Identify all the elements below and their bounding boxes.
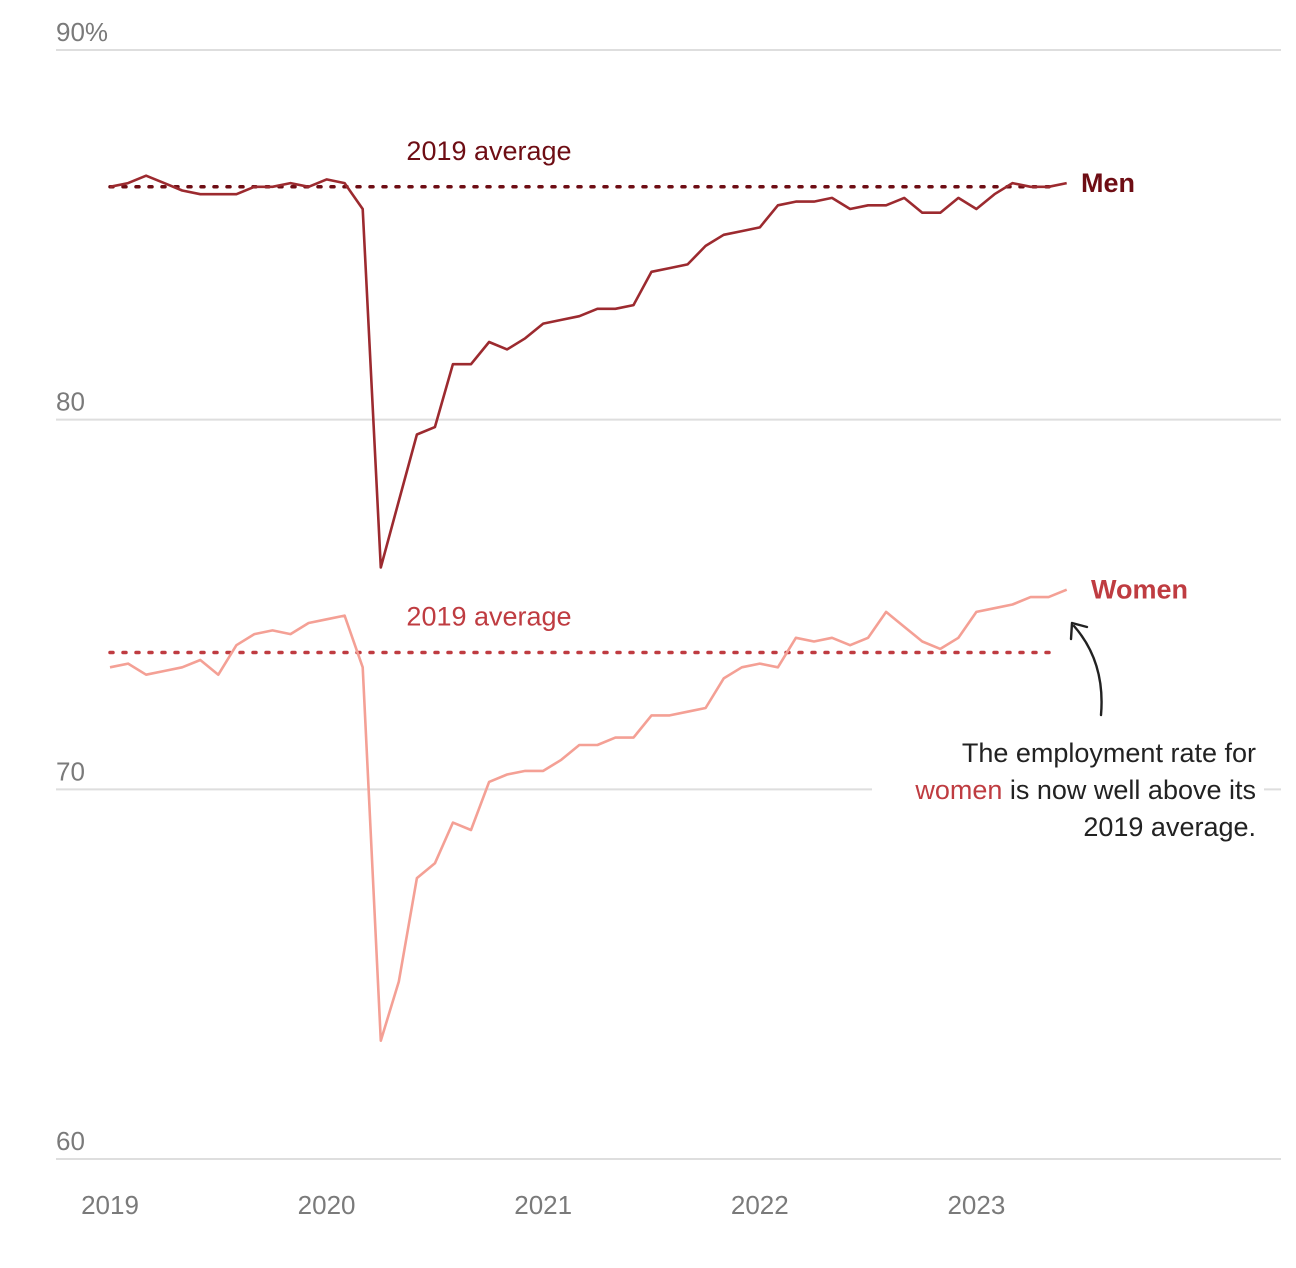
annotation-arrowhead (1069, 621, 1089, 641)
annotation-arrow (1072, 624, 1103, 717)
x-tick-label: 2022 (731, 1190, 789, 1220)
y-tick-label: 70 (56, 756, 85, 786)
men-series-label: Men (1081, 168, 1135, 198)
y-axis-ticks: 90% 80 70 60 (56, 17, 108, 1156)
annotation-text-segment: women (914, 775, 1002, 805)
annotation-text-segment: is now well above its (1002, 775, 1256, 805)
series-labels: Men Women (1081, 168, 1188, 605)
x-tick-label: 2021 (514, 1190, 572, 1220)
annotation-text-line: 2019 average. (1083, 812, 1256, 842)
x-tick-label: 2020 (298, 1190, 356, 1220)
men-average-label: 2019 average (406, 136, 571, 166)
annotation: The employment rate for women is now well… (872, 621, 1264, 846)
annotation-background (872, 732, 1264, 846)
annotation-text-segment: The employment rate for (962, 738, 1256, 768)
women-series-line (109, 588, 1068, 1042)
x-axis-ticks: 2019 2020 2021 2022 2023 (81, 1190, 1005, 1220)
x-tick-label: 2023 (947, 1190, 1005, 1220)
y-tick-label: 90% (56, 17, 108, 47)
series-lines (109, 174, 1068, 1042)
annotation-text-segment: 2019 average. (1083, 812, 1256, 842)
annotation-text-line: The employment rate for (962, 738, 1256, 768)
women-series-label: Women (1091, 575, 1188, 605)
annotation-text-line: women is now well above its (914, 775, 1256, 805)
average-lines: 2019 average 2019 average (108, 136, 1061, 655)
men-series-line (109, 174, 1067, 569)
women-average-label: 2019 average (406, 602, 571, 632)
y-tick-label: 60 (56, 1126, 85, 1156)
y-tick-label: 80 (56, 387, 85, 417)
x-tick-label: 2019 (81, 1190, 139, 1220)
gridlines (56, 49, 1281, 1160)
